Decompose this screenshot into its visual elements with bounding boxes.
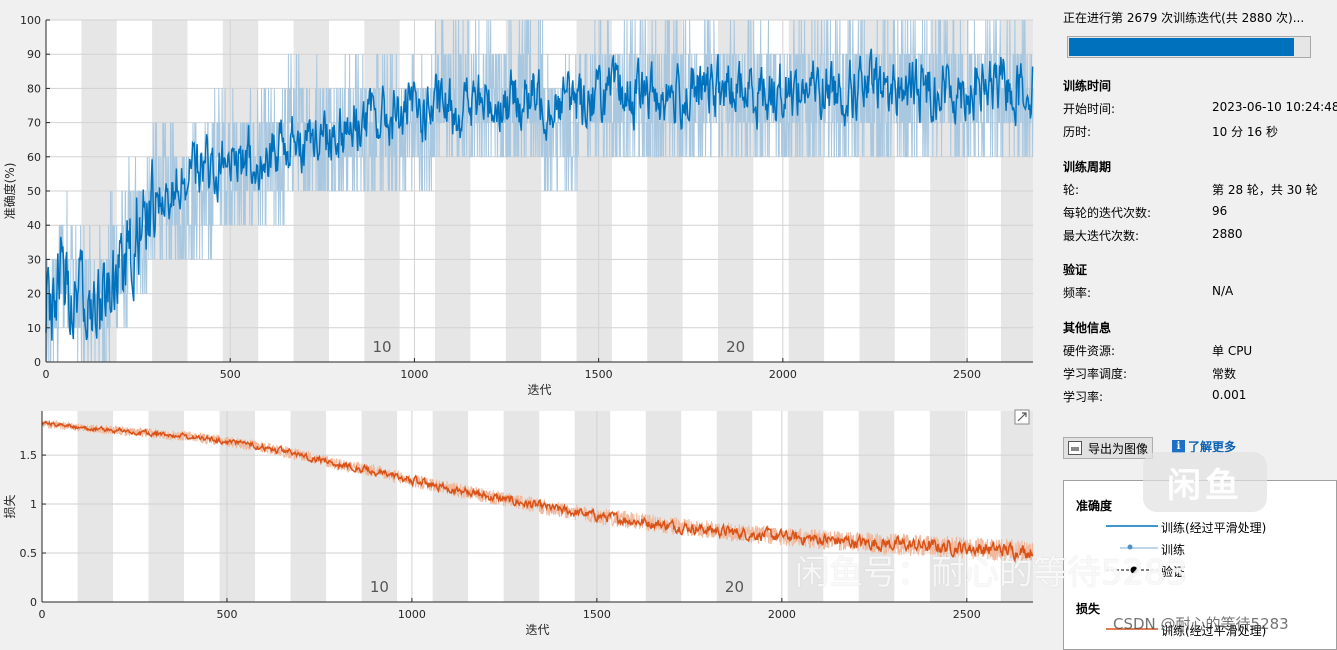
lr-schedule-label: 学习率调度: bbox=[1063, 367, 1128, 381]
y-tick-label: 90 bbox=[27, 48, 41, 61]
iter-per-epoch-label: 每轮的迭代次数: bbox=[1063, 206, 1152, 220]
hardware-value: 单 CPU bbox=[1212, 344, 1253, 358]
y-tick-label: 1 bbox=[30, 498, 37, 511]
y-tick-label: 50 bbox=[27, 185, 41, 198]
x-tick-label: 1500 bbox=[583, 608, 611, 621]
epoch-label: 10 bbox=[370, 578, 389, 596]
x-axis-label: 迭代 bbox=[525, 623, 549, 637]
y-axis-label: 准确度(%) bbox=[2, 163, 17, 220]
y-tick-label: 60 bbox=[27, 151, 41, 164]
frequency-label: 频率: bbox=[1063, 286, 1092, 300]
y-tick-label: 80 bbox=[27, 82, 41, 95]
legend-accuracy-validation: 验证 bbox=[1161, 565, 1186, 579]
legend-validation-line-icon bbox=[1106, 566, 1158, 574]
x-tick-label: 500 bbox=[220, 368, 241, 381]
lr-schedule-value: 常数 bbox=[1212, 367, 1237, 381]
x-tick-label: 1000 bbox=[398, 608, 426, 621]
legend-train-line-icon bbox=[1120, 544, 1158, 550]
y-tick-label: 100 bbox=[20, 14, 41, 27]
epoch-label: 20 bbox=[725, 578, 744, 596]
training-time-title: 训练时间 bbox=[1063, 79, 1112, 93]
learning-rate-label: 学习率: bbox=[1063, 390, 1104, 404]
epoch-band bbox=[645, 411, 682, 602]
frequency-value: N/A bbox=[1212, 284, 1234, 298]
epoch-band bbox=[432, 411, 469, 602]
legend-accuracy-title: 准确度 bbox=[1076, 499, 1113, 513]
epoch-band bbox=[361, 411, 398, 602]
legend-loss-title: 损失 bbox=[1076, 602, 1101, 616]
epoch-label: 20 bbox=[726, 338, 745, 356]
series-smoothed-line bbox=[45, 48, 1034, 341]
training-progress-bar bbox=[1067, 36, 1311, 58]
max-iter-value: 2880 bbox=[1212, 227, 1243, 241]
legend-smoothed-line-icon bbox=[1106, 525, 1158, 527]
hardware-label: 硬件资源: bbox=[1063, 344, 1116, 358]
y-axis-label: 损失 bbox=[2, 494, 17, 518]
legend-loss-line-icon bbox=[1106, 628, 1158, 630]
epoch-band bbox=[148, 411, 185, 602]
epoch-label: 轮: bbox=[1063, 183, 1080, 197]
series-raw-line bbox=[41, 419, 1034, 563]
x-tick-label: 2500 bbox=[953, 368, 981, 381]
y-tick-label: 1.5 bbox=[20, 449, 38, 462]
elapsed-value: 10 分 16 秒 bbox=[1212, 125, 1278, 139]
x-axis-label: 迭代 bbox=[527, 383, 551, 397]
y-tick-label: 10 bbox=[27, 322, 41, 335]
x-tick-label: 1500 bbox=[585, 368, 613, 381]
epoch-band bbox=[77, 411, 114, 602]
export-image-label: 导出为图像 bbox=[1088, 441, 1149, 456]
learn-more-link[interactable]: i 了解更多 bbox=[1172, 438, 1236, 455]
training-cycle-title: 训练周期 bbox=[1063, 160, 1112, 174]
loss-chart: 10 20 0 0.5 1 1.5 0 500 1000 1500 2000 2500 迭代 损失 bbox=[2, 411, 1034, 637]
progress-fill bbox=[1069, 38, 1295, 56]
x-tick-label: 2500 bbox=[953, 608, 981, 621]
y-tick-label: 0 bbox=[30, 596, 37, 609]
learn-more-label: 了解更多 bbox=[1188, 440, 1237, 454]
iter-per-epoch-value: 96 bbox=[1212, 204, 1228, 218]
x-tick-label: 1000 bbox=[400, 368, 428, 381]
export-image-button[interactable]: 导出为图像 bbox=[1063, 437, 1153, 459]
epoch-band bbox=[858, 411, 895, 602]
epoch-band bbox=[1000, 411, 1033, 602]
watermark-csdn: CSDN @耐心的等待5283 bbox=[1113, 615, 1289, 633]
epoch-band bbox=[574, 411, 611, 602]
y-tick-label: 40 bbox=[27, 219, 41, 232]
x-tick-label: 0 bbox=[39, 608, 46, 621]
x-tick-label: 2000 bbox=[768, 608, 796, 621]
status-message: 正在进行第 2679 次训练迭代(共 2880 次)... bbox=[1063, 11, 1305, 25]
epoch-band bbox=[787, 411, 824, 602]
info-icon: i bbox=[1172, 440, 1185, 453]
legend-accuracy-smoothed: 训练(经过平滑处理) bbox=[1161, 521, 1267, 535]
x-tick-label: 0 bbox=[43, 368, 50, 381]
learning-rate-value: 0.001 bbox=[1212, 388, 1247, 402]
expand-axes-icon[interactable] bbox=[1014, 409, 1030, 425]
max-iter-label: 最大迭代次数: bbox=[1063, 229, 1140, 243]
export-image-icon bbox=[1068, 441, 1082, 455]
x-tick-label: 500 bbox=[216, 608, 237, 621]
side-panel: 正在进行第 2679 次训练迭代(共 2880 次)... 训练时间 开始时间:… bbox=[1063, 0, 1337, 643]
epoch-band bbox=[716, 411, 753, 602]
watermark-logo: 闲鱼 bbox=[1143, 452, 1267, 512]
y-tick-label: 0.5 bbox=[20, 547, 38, 560]
watermark-text: 闲鱼号：耐心的等待5283 bbox=[795, 553, 1188, 593]
start-time-value: 2023-06-10 10:24:48 bbox=[1212, 100, 1337, 114]
epoch-band bbox=[290, 411, 327, 602]
y-tick-label: 0 bbox=[34, 356, 41, 369]
legend-accuracy-train: 训练 bbox=[1161, 543, 1186, 557]
epoch-label: 10 bbox=[372, 338, 391, 356]
validation-title: 验证 bbox=[1063, 263, 1088, 277]
epoch-band bbox=[929, 411, 966, 602]
series-smoothed-line bbox=[41, 420, 1034, 564]
y-tick-label: 70 bbox=[27, 117, 41, 130]
y-tick-label: 30 bbox=[27, 253, 41, 266]
y-tick-label: 20 bbox=[27, 288, 41, 301]
x-tick-label: 2000 bbox=[769, 368, 797, 381]
start-time-label: 开始时间: bbox=[1063, 102, 1116, 116]
epoch-value: 第 28 轮，共 30 轮 bbox=[1212, 183, 1318, 197]
legend-loss-smoothed: 训练(经过平滑处理) bbox=[1161, 624, 1267, 638]
other-info-title: 其他信息 bbox=[1063, 321, 1112, 335]
elapsed-label: 历时: bbox=[1063, 125, 1092, 139]
